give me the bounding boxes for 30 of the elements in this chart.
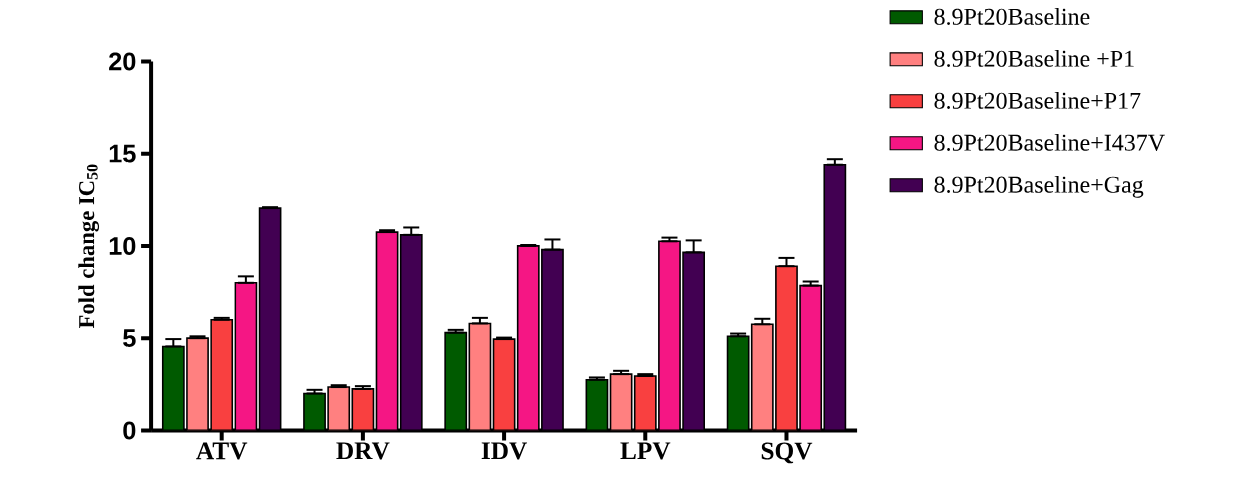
bar xyxy=(823,163,847,431)
bar xyxy=(351,388,375,431)
x-tick-label: DRV xyxy=(336,442,390,460)
legend-label: 8.9Pt20Baseline xyxy=(934,7,1090,25)
x-tick-label: ATV xyxy=(196,442,248,460)
legend-label: 8.9Pt20Baseline +P1 xyxy=(934,49,1134,67)
legend-label: 8.9Pt20Baseline+I437V xyxy=(934,133,1165,151)
bar xyxy=(468,322,492,431)
bar xyxy=(585,378,609,431)
bar xyxy=(258,207,282,431)
bar xyxy=(609,373,633,431)
bar xyxy=(234,282,258,431)
x-tick-label: IDV xyxy=(481,442,528,460)
x-tick-label: LPV xyxy=(620,442,671,460)
y-tick-label: 10 xyxy=(109,236,136,255)
bar xyxy=(444,331,468,431)
y-axis-title: Fold change IC$_{50}$ xyxy=(78,164,100,329)
bar xyxy=(492,338,516,431)
y-tick-label: 5 xyxy=(123,329,136,348)
legend-label: 8.9Pt20Baseline+P17 xyxy=(934,91,1141,109)
bar xyxy=(726,335,750,431)
bar xyxy=(375,231,399,431)
y-tick-label: 20 xyxy=(109,52,136,71)
bar xyxy=(399,234,423,431)
y-tick-label: 15 xyxy=(109,144,136,163)
x-tick-label: SQV xyxy=(761,442,813,464)
bar xyxy=(633,375,657,431)
legend-label: 8.9Pt20Baseline+Gag xyxy=(934,175,1144,198)
y-tick-label: 0 xyxy=(123,421,136,440)
bar xyxy=(516,245,540,431)
